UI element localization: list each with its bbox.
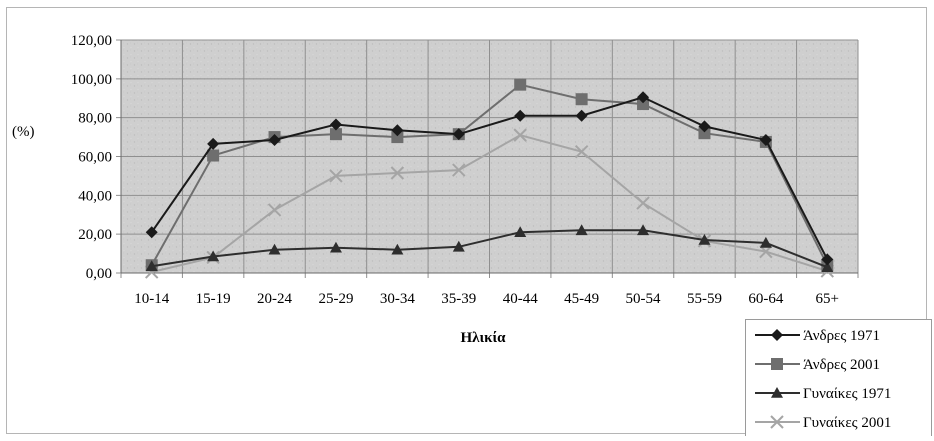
data-point-triangle [637, 224, 650, 236]
series-3 [145, 224, 834, 272]
y-tick-label: 40,00 [78, 188, 112, 204]
x-tick-label: 55-59 [687, 291, 722, 307]
x-tick-label: 35-39 [441, 291, 476, 307]
data-point-triangle [698, 233, 711, 245]
y-tick-label: 80,00 [78, 111, 112, 127]
data-point-x [452, 163, 466, 177]
x-axis-ticks: 10-14 15-19 20-24 25-29 30-34 35-39 40-44 45-49… [134, 291, 839, 307]
x-tick-label: 50-54 [626, 291, 661, 307]
data-point-x [770, 415, 784, 429]
series-lines [145, 78, 834, 279]
x-marker-stroke [770, 415, 784, 429]
legend-item: Γυναίκες 2001 [755, 415, 891, 431]
gridlines [116, 39, 859, 278]
series-line [151, 134, 828, 274]
y-tick-label: 60,00 [78, 150, 112, 166]
data-point-x [574, 144, 589, 159]
x-marker-stroke [267, 203, 282, 217]
series-1 [145, 91, 834, 266]
x-marker-stroke [329, 169, 343, 183]
x-tick-label: 30-34 [380, 291, 415, 307]
data-point-diamond [637, 91, 650, 104]
data-point-square [514, 78, 527, 91]
data-point-diamond [575, 109, 588, 122]
x-marker-stroke [390, 166, 405, 180]
data-point-diamond [268, 133, 281, 146]
data-point-triangle [329, 241, 342, 253]
y-tick-label: 120,00 [71, 33, 112, 49]
y-tick-label: 0,00 [86, 266, 112, 282]
x-tick-label: 25-29 [318, 291, 353, 307]
legend-item: Άνδρες 2001 [755, 357, 880, 373]
data-point-triangle [771, 387, 783, 398]
y-axis-ticks: 0,00 20,00 40,00 60,00 80,00 100,00 120,00 [71, 33, 112, 282]
data-point-triangle [145, 260, 158, 272]
legend: Άνδρες 1971 Άνδρες 2001 Γυναίκες 1971 Γυναί… [745, 319, 932, 440]
x-tick-label: 65+ [816, 291, 839, 307]
outer-frame [6, 7, 927, 434]
legend-item: Άνδρες 1971 [755, 328, 880, 344]
data-point-diamond [145, 226, 158, 239]
data-point-diamond [514, 109, 527, 122]
x-marker-stroke [513, 128, 527, 142]
data-point-diamond [329, 118, 342, 131]
data-point-square [207, 149, 220, 162]
legend-label: Άνδρες 2001 [803, 357, 880, 373]
data-point-diamond [771, 329, 783, 341]
data-point-diamond [698, 120, 711, 133]
x-marker-stroke [636, 196, 650, 210]
data-point-triangle [452, 240, 465, 252]
x-tick-label: 20-24 [257, 291, 292, 307]
data-point-x [513, 128, 527, 142]
legend-label: Άνδρες 1971 [803, 328, 880, 344]
legend-label: Γυναίκες 1971 [803, 386, 891, 402]
data-point-x [390, 166, 405, 180]
x-tick-label: 10-14 [134, 291, 169, 307]
data-point-x [267, 203, 282, 217]
data-point-diamond [391, 124, 404, 137]
legend-item: Γυναίκες 1971 [755, 386, 891, 402]
x-tick-label: 45-49 [564, 291, 599, 307]
y-axis-label: (%) [12, 124, 35, 140]
data-point-triangle [514, 226, 527, 238]
series-line [150, 96, 829, 260]
data-point-square [391, 131, 404, 144]
x-axis-label: Ηλικία [460, 330, 506, 346]
data-point-diamond [207, 137, 220, 150]
data-point-diamond [821, 253, 834, 266]
x-marker-stroke [452, 163, 466, 177]
data-point-x [636, 196, 650, 210]
data-point-diamond [452, 128, 465, 141]
data-point-square [771, 358, 783, 370]
data-point-diamond [759, 133, 772, 146]
data-point-square [637, 98, 650, 111]
data-point-square [329, 128, 342, 141]
legend-label: Γυναίκες 2001 [803, 415, 891, 431]
series-line [151, 229, 828, 269]
data-point-square [575, 93, 588, 106]
data-point-triangle [821, 261, 834, 272]
x-tick-label: 60-64 [748, 291, 783, 307]
data-point-triangle [759, 236, 772, 248]
data-point-triangle [268, 243, 281, 255]
data-point-triangle [391, 243, 404, 255]
y-tick-label: 100,00 [71, 72, 112, 88]
x-tick-label: 40-44 [503, 291, 538, 307]
x-marker-stroke [574, 144, 589, 159]
data-point-x [329, 169, 343, 183]
data-point-triangle [575, 224, 588, 236]
x-tick-label: 15-19 [196, 291, 231, 307]
data-point-square [698, 127, 711, 140]
data-point-triangle [207, 250, 220, 262]
y-tick-label: 20,00 [78, 227, 112, 243]
